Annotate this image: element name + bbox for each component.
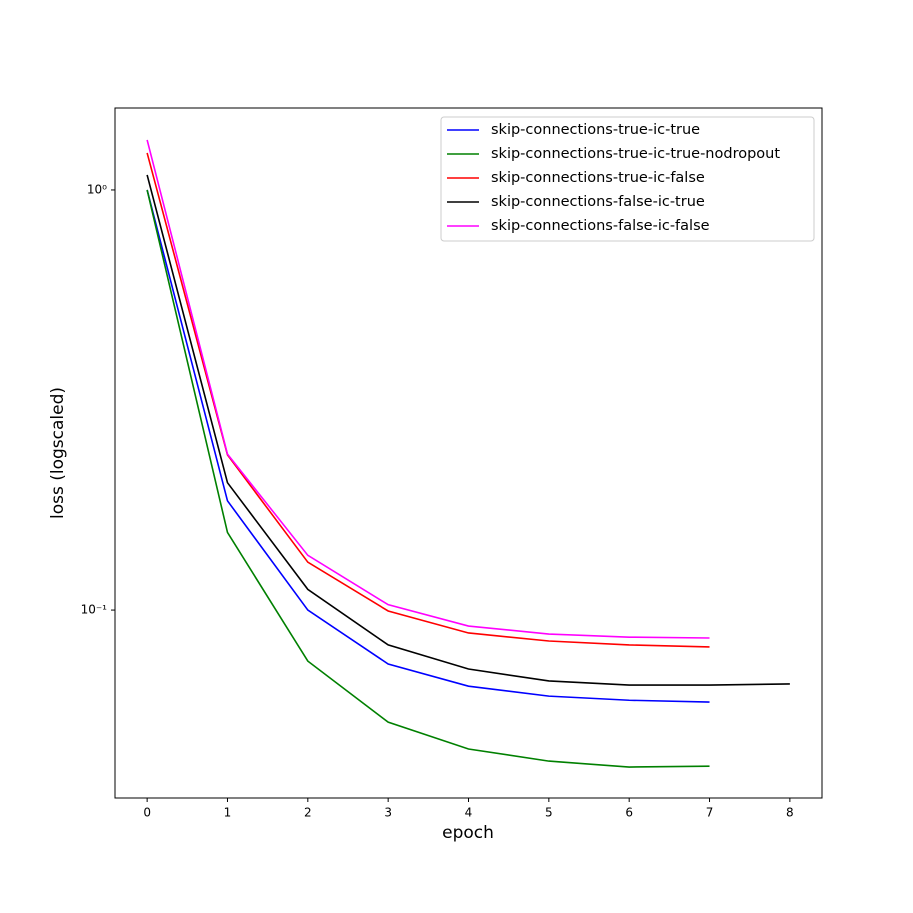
- series-line: [146, 174, 790, 686]
- x-tick-label: 3: [384, 806, 392, 820]
- x-axis-label: epoch: [442, 823, 494, 843]
- y-tick-label: 10⁰: [87, 182, 107, 196]
- x-tick-label: 7: [706, 806, 714, 820]
- series-line: [146, 189, 710, 768]
- x-tick-label: 2: [304, 806, 312, 820]
- series-line: [146, 139, 710, 639]
- x-tick-label: 0: [143, 806, 151, 820]
- legend-label: skip-connections-true-ic-false: [491, 170, 705, 186]
- y-axis-label: loss (logscaled): [48, 387, 68, 519]
- x-tick-label: 5: [545, 806, 553, 820]
- x-tick-label: 6: [625, 806, 633, 820]
- legend-label: skip-connections-false-ic-true: [491, 194, 705, 210]
- x-tick-label: 4: [465, 806, 473, 820]
- series-line: [146, 152, 710, 648]
- legend-label: skip-connections-true-ic-true-nodropout: [491, 146, 780, 162]
- legend-box: [440, 116, 815, 242]
- legend-label: skip-connections-false-ic-false: [491, 218, 710, 234]
- x-tick-label: 8: [786, 806, 794, 820]
- y-tick-label: 10⁻¹: [81, 603, 108, 617]
- x-tick-label: 1: [224, 806, 232, 820]
- legend-label: skip-connections-true-ic-true: [491, 122, 700, 138]
- series-line: [146, 189, 710, 703]
